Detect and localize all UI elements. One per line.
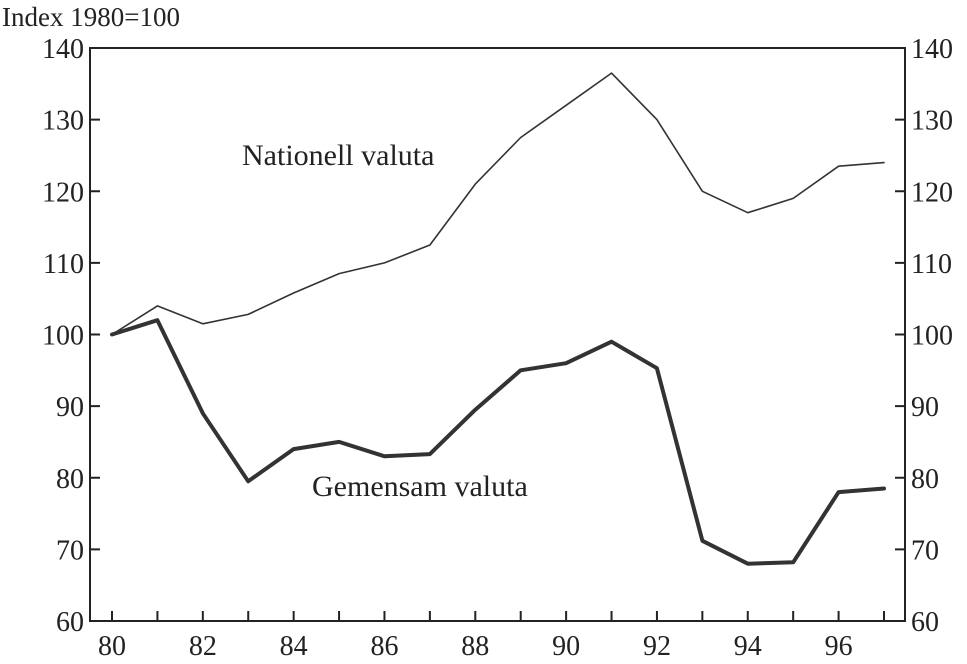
series-line-gemensam bbox=[110, 318, 886, 566]
y-tick-label-right: 130 bbox=[911, 106, 953, 137]
y-tick-label-right: 140 bbox=[911, 34, 953, 65]
series-label-nationell: Nationell valuta bbox=[242, 139, 434, 172]
y-tick-label-right: 70 bbox=[911, 535, 939, 566]
x-tick-label: 96 bbox=[825, 631, 853, 662]
plot-frame bbox=[89, 47, 906, 622]
series-line-nationell bbox=[111, 72, 885, 336]
y-tick-label-right: 60 bbox=[911, 607, 939, 638]
y-tick-label-left: 100 bbox=[42, 321, 84, 352]
y-tick-label-right: 120 bbox=[911, 177, 953, 208]
y-tick-label-left: 60 bbox=[56, 607, 84, 638]
x-tick-label: 80 bbox=[98, 631, 126, 662]
y-tick-label-left: 80 bbox=[56, 464, 84, 495]
right-y-axis: 60 70 80 90 100 110 120 130 140 bbox=[895, 34, 953, 638]
y-tick-label-right: 100 bbox=[911, 321, 953, 352]
y-axis-title: Index 1980=100 bbox=[2, 2, 180, 32]
y-tick-label-right: 90 bbox=[911, 392, 939, 423]
x-tick-label: 92 bbox=[643, 631, 671, 662]
x-tick-label: 88 bbox=[461, 631, 489, 662]
x-tick-label: 84 bbox=[280, 631, 308, 662]
x-axis: 80 82 84 86 88 90 92 94 96 bbox=[98, 611, 885, 662]
y-tick-label-left: 130 bbox=[42, 106, 84, 137]
y-tick-label-left: 110 bbox=[43, 249, 84, 280]
y-tick-label-left: 120 bbox=[42, 177, 84, 208]
x-tick-label: 90 bbox=[552, 631, 580, 662]
x-tick-label: 94 bbox=[734, 631, 762, 662]
y-tick-label-right: 80 bbox=[911, 464, 939, 495]
x-tick-label: 86 bbox=[370, 631, 398, 662]
series-label-gemensam: Gemensam valuta bbox=[312, 470, 528, 503]
y-tick-label-right: 110 bbox=[911, 249, 952, 280]
y-tick-label-left: 90 bbox=[56, 392, 84, 423]
series-lines bbox=[110, 72, 886, 566]
x-tick-label: 82 bbox=[189, 631, 217, 662]
left-y-axis: 60 70 80 90 100 110 120 130 140 bbox=[42, 34, 100, 638]
y-tick-label-left: 140 bbox=[42, 34, 84, 65]
y-tick-label-left: 70 bbox=[56, 535, 84, 566]
